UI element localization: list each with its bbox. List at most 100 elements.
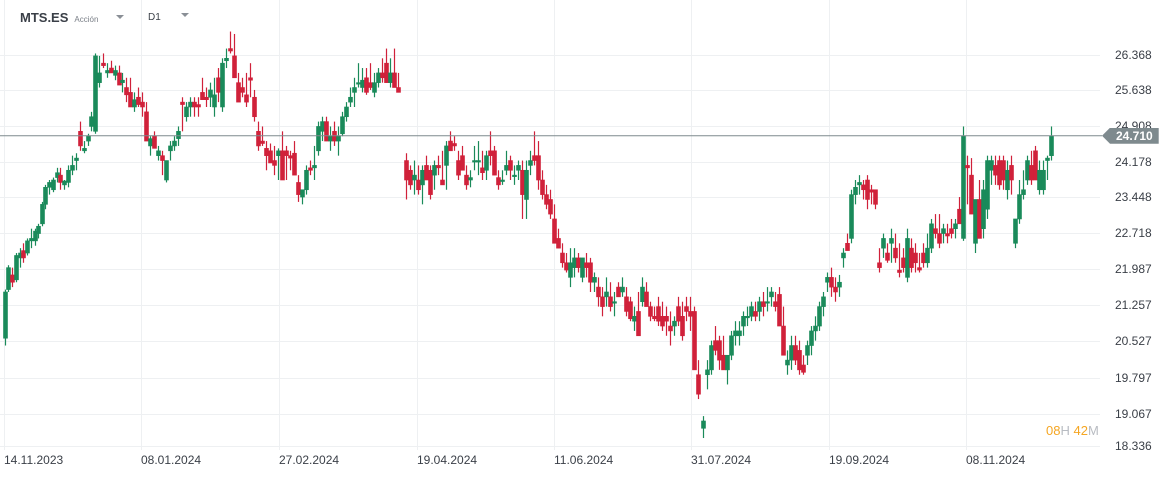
candle [376, 68, 381, 88]
symbol-selector[interactable]: MTS.ES Acción [20, 10, 125, 25]
candle [1005, 160, 1010, 200]
candle [837, 274, 842, 297]
candle [408, 165, 413, 190]
timeframe-selector[interactable]: D1 [148, 12, 189, 23]
candle [993, 155, 998, 185]
candle [74, 153, 79, 171]
candle [372, 72, 377, 98]
candle [957, 197, 962, 225]
candle [1025, 155, 1030, 185]
candle [729, 330, 734, 361]
candle [328, 126, 333, 151]
candle [105, 63, 110, 78]
candle [156, 145, 161, 161]
candle [70, 155, 75, 176]
candle [192, 97, 197, 117]
candle [1017, 180, 1022, 224]
candle [240, 77, 245, 98]
candle [560, 243, 565, 268]
candle [925, 233, 930, 268]
candle [985, 155, 990, 219]
candle [220, 58, 225, 112]
candle [36, 223, 41, 239]
candle [336, 126, 341, 156]
candle [288, 150, 293, 171]
candle [484, 150, 489, 181]
candle [981, 180, 986, 239]
candle [785, 350, 790, 375]
symbol-name: MTS.ES [20, 10, 69, 25]
price-tick-label: 24.178 [1115, 155, 1152, 169]
candle [43, 184, 48, 210]
candle [412, 160, 417, 195]
candle [428, 165, 433, 200]
candle [168, 141, 173, 161]
candle [284, 145, 289, 181]
candle [512, 165, 517, 185]
timer-minutes-unit: M [1087, 423, 1099, 438]
candle [869, 184, 874, 205]
candle [316, 121, 321, 156]
candle [109, 60, 114, 74]
candle [1041, 160, 1046, 195]
candle [392, 48, 397, 88]
candle [420, 165, 425, 205]
candle [368, 63, 373, 90]
candle [965, 155, 970, 205]
candle [656, 296, 661, 327]
candle [272, 145, 277, 176]
candle [857, 175, 862, 195]
candle [128, 77, 133, 108]
candle [62, 180, 67, 190]
candle [21, 243, 26, 263]
candle [801, 355, 806, 375]
candle [845, 233, 850, 251]
candle [200, 77, 205, 100]
candle [692, 306, 697, 371]
candle [136, 87, 141, 107]
price-tick-label: 26.368 [1115, 48, 1152, 62]
price-tick-label: 21.987 [1115, 262, 1152, 276]
candle [460, 145, 465, 171]
candle [929, 218, 934, 254]
timeframe-dropdown-caret-icon[interactable] [180, 12, 189, 17]
candle [480, 150, 485, 181]
candle [1045, 155, 1050, 181]
symbol-dropdown-caret-icon[interactable] [116, 15, 125, 19]
candle [244, 72, 249, 107]
candle [620, 277, 625, 297]
candle [717, 335, 722, 370]
candle [713, 326, 718, 356]
candle [877, 248, 882, 273]
candle [757, 296, 762, 322]
candle [300, 189, 305, 205]
candle [612, 291, 617, 317]
candle [172, 136, 177, 151]
candle [488, 131, 493, 166]
candle [781, 306, 786, 356]
candle [937, 214, 942, 249]
candle [552, 204, 557, 244]
candle [396, 72, 401, 93]
candle [508, 155, 513, 181]
candle [140, 92, 145, 117]
candle [961, 126, 966, 241]
candle [224, 48, 229, 69]
candle [180, 97, 185, 132]
candle [296, 175, 301, 202]
candle [652, 306, 657, 322]
candle [777, 287, 782, 327]
candle [340, 111, 345, 137]
price-tick-label: 25.638 [1115, 83, 1152, 97]
candle [825, 272, 830, 292]
candle [865, 175, 870, 210]
candle [204, 87, 209, 107]
candle [989, 155, 994, 185]
candle [160, 150, 165, 176]
candle [604, 277, 609, 307]
candle [544, 184, 549, 210]
candle [977, 180, 982, 239]
candle [320, 116, 325, 142]
